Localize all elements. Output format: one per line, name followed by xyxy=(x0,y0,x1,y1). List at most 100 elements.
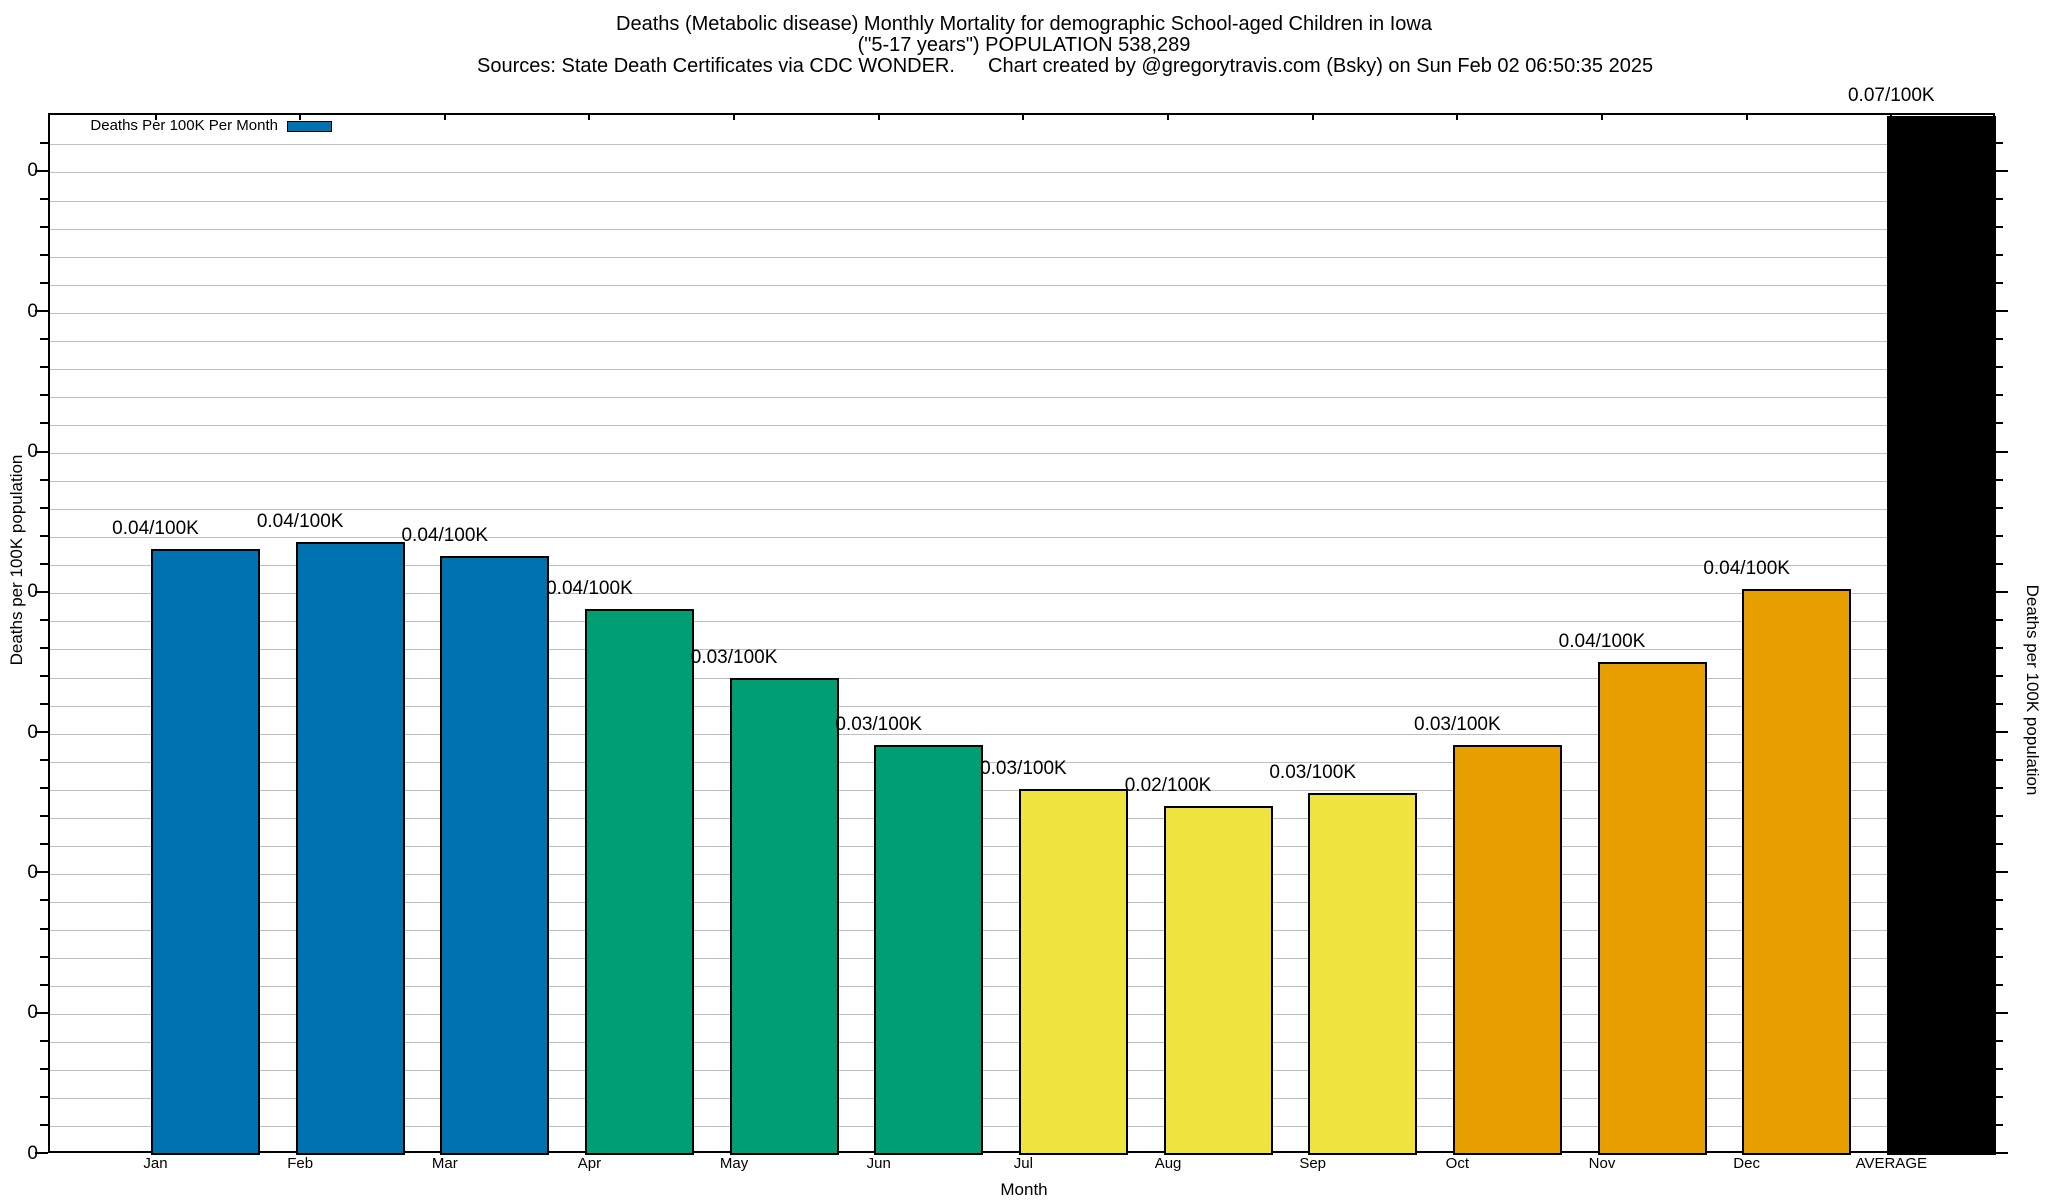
bar-value-label: 0.03/100K xyxy=(1269,761,1356,783)
minor-gridline xyxy=(50,424,1993,426)
x-tick-label-jul: Jul xyxy=(1013,1155,1033,1172)
y-axis-title-right: Deaths per 100K population xyxy=(2023,584,2042,796)
bar-aug xyxy=(1163,805,1273,1155)
y-minor-tick-right xyxy=(1995,983,2003,986)
bar-value-label: 0.04/100K xyxy=(401,524,489,546)
minor-gridline xyxy=(50,340,1993,342)
y-axis-title-left: Deaths per 100K population xyxy=(7,454,26,666)
x-tick-label-may: May xyxy=(719,1155,749,1172)
x-tick-label-jun: Jun xyxy=(866,1155,891,1172)
minor-gridline xyxy=(50,509,1993,511)
minor-gridline xyxy=(50,368,1993,370)
y-minor-tick-right xyxy=(1995,562,2003,565)
bar-value-label: 0.04/100K xyxy=(112,517,199,539)
minor-gridline xyxy=(50,284,1993,286)
x-tick-label-nov: Nov xyxy=(1588,1155,1616,1172)
major-gridline xyxy=(50,172,1993,174)
minor-gridline xyxy=(50,761,1993,763)
bar-sep xyxy=(1308,792,1418,1155)
x-axis-title: Month xyxy=(1000,1180,1048,1199)
bar-value-label: 0.04/100K xyxy=(546,578,633,600)
y-minor-tick-left xyxy=(40,226,48,229)
y-minor-tick-left xyxy=(40,955,48,958)
bar-value-label: 0.03/100K xyxy=(690,646,778,668)
y-minor-tick-right xyxy=(1995,1067,2003,1070)
major-gridline xyxy=(50,312,1993,314)
y-minor-tick-right xyxy=(1995,226,2003,229)
y-major-tick-left xyxy=(35,1152,48,1154)
y-minor-tick-right xyxy=(1995,618,2003,621)
y-minor-tick-right xyxy=(1995,366,2003,369)
y-minor-tick-right xyxy=(1995,899,2003,902)
y-major-tick-right xyxy=(1995,590,2008,593)
y-tick-label: 0 xyxy=(27,861,38,883)
x-tick-top xyxy=(1022,113,1025,120)
x-tick-top xyxy=(299,113,302,120)
x-tick-label-aug: Aug xyxy=(1154,1155,1182,1172)
y-minor-tick-left xyxy=(40,366,48,369)
x-tick-top xyxy=(733,113,736,120)
bar-value-label: 0.03/100K xyxy=(980,757,1067,779)
y-minor-tick-left xyxy=(40,815,48,818)
y-minor-tick-left xyxy=(40,646,48,649)
y-minor-tick-right xyxy=(1995,338,2003,341)
legend-color-swatch xyxy=(287,121,332,132)
y-minor-tick-right xyxy=(1995,787,2003,790)
bar-apr xyxy=(584,609,694,1155)
y-major-tick-left xyxy=(35,1011,48,1014)
y-minor-tick-right xyxy=(1995,254,2003,257)
y-major-tick-left xyxy=(35,871,48,874)
y-minor-tick-left xyxy=(40,422,48,425)
y-minor-tick-left xyxy=(40,478,48,481)
y-major-tick-left xyxy=(35,310,48,313)
minor-gridline xyxy=(50,621,1993,623)
y-minor-tick-right xyxy=(1995,1095,2003,1098)
minor-gridline xyxy=(50,396,1993,398)
x-tick-label-jan: Jan xyxy=(143,1155,168,1172)
y-tick-label: 0 xyxy=(27,1002,38,1024)
minor-gridline xyxy=(50,228,1993,230)
y-minor-tick-left xyxy=(40,983,48,986)
y-minor-tick-left xyxy=(40,506,48,509)
minor-gridline xyxy=(50,677,1993,679)
y-tick-label: 0 xyxy=(27,1142,38,1164)
chart-title-line2: ("5-17 years") POPULATION 538,289 xyxy=(857,34,1191,56)
y-minor-tick-right xyxy=(1995,394,2003,397)
y-major-tick-right xyxy=(1995,871,2008,874)
minor-gridline xyxy=(50,144,1993,146)
y-minor-tick-left xyxy=(40,927,48,930)
chart-title-line1: Deaths (Metabolic disease) Monthly Morta… xyxy=(616,13,1432,35)
x-tick-label-sep: Sep xyxy=(1299,1155,1327,1172)
x-tick-label-dec: Dec xyxy=(1733,1155,1760,1172)
chart-sources-text: Sources: State Death Certificates via CD… xyxy=(477,55,955,77)
bar-value-label: 0.04/100K xyxy=(1558,631,1646,653)
y-minor-tick-right xyxy=(1995,675,2003,677)
y-tick-label: 0 xyxy=(27,300,38,322)
y-minor-tick-right xyxy=(1995,282,2003,285)
y-minor-tick-right xyxy=(1995,759,2003,762)
x-tick-top xyxy=(1167,113,1170,120)
y-major-tick-right xyxy=(1995,1152,2008,1154)
y-minor-tick-left xyxy=(40,759,48,762)
x-tick-top xyxy=(1311,113,1314,120)
y-minor-tick-left xyxy=(40,338,48,341)
y-minor-tick-left xyxy=(40,562,48,565)
y-minor-tick-right xyxy=(1995,422,2003,425)
y-minor-tick-right xyxy=(1995,955,2003,958)
minor-gridline xyxy=(50,200,1993,202)
bar-may xyxy=(729,677,839,1155)
minor-gridline xyxy=(50,649,1993,651)
x-tick-top xyxy=(877,113,880,120)
x-tick-label-feb: Feb xyxy=(287,1155,314,1172)
y-minor-tick-left xyxy=(40,282,48,285)
bar-value-label: 0.03/100K xyxy=(835,714,923,736)
bar-mar xyxy=(440,555,550,1155)
y-minor-tick-right xyxy=(1995,843,2003,846)
y-minor-tick-right xyxy=(1995,478,2003,481)
major-gridline xyxy=(50,593,1993,595)
bar-dec xyxy=(1742,589,1852,1155)
y-tick-label: 0 xyxy=(27,581,38,603)
y-minor-tick-left xyxy=(40,899,48,902)
bar-value-label: 0.07/100K xyxy=(1847,85,1935,107)
